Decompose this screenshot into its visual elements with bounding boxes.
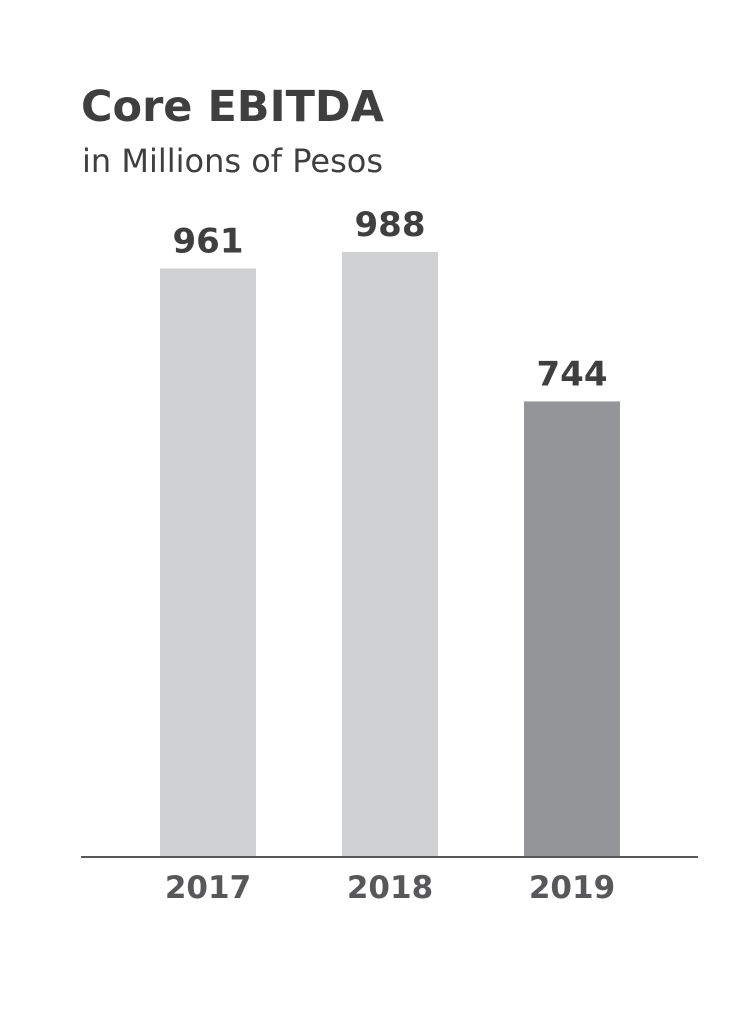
data-label-2018: 988: [355, 205, 426, 245]
bar-2019: [524, 401, 620, 857]
x-tick-label-2019: 2019: [529, 870, 615, 906]
data-label-2017: 961: [173, 222, 244, 262]
chart-subtitle: in Millions of Pesos: [82, 142, 383, 180]
x-tick-label-2018: 2018: [347, 870, 433, 906]
bar-2018: [342, 252, 438, 857]
bar-2017: [160, 268, 256, 857]
x-tick-label-2017: 2017: [165, 870, 251, 906]
chart-title: Core EBITDA: [81, 82, 384, 132]
data-label-2019: 744: [537, 354, 608, 394]
